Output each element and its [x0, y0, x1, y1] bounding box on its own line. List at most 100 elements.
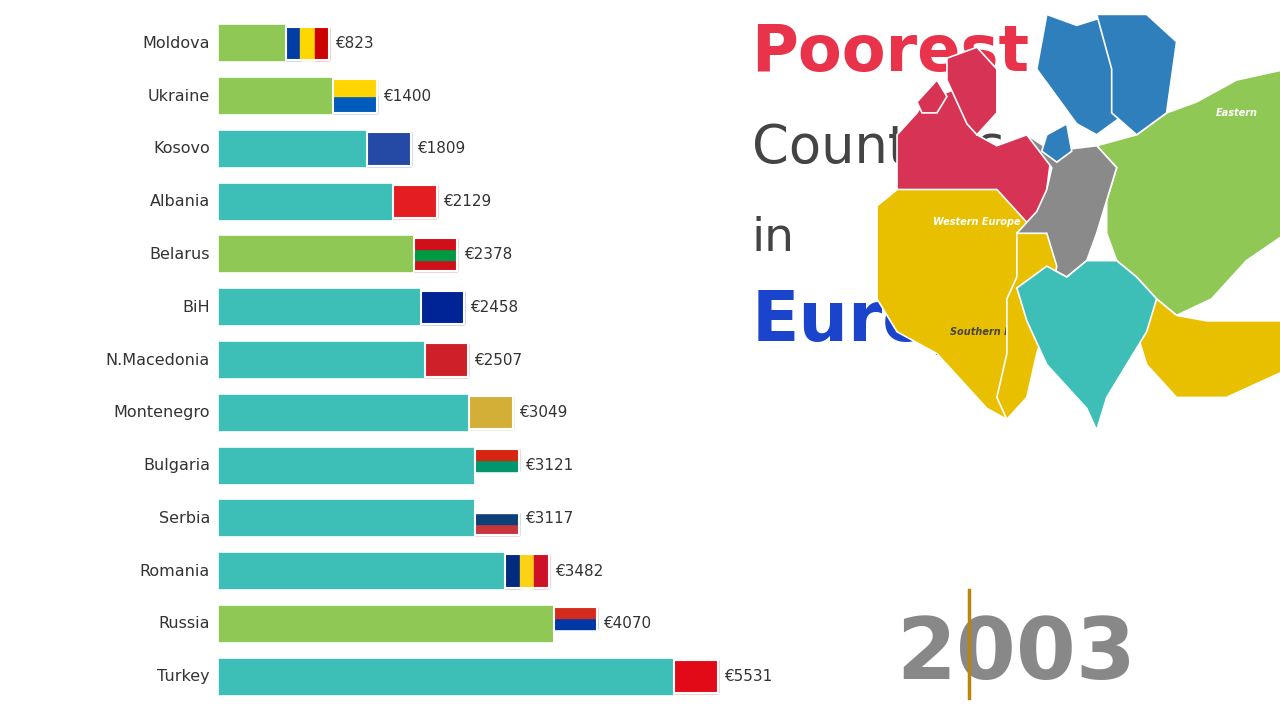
Polygon shape	[1042, 124, 1071, 162]
Bar	[475, 449, 518, 482]
Bar	[470, 396, 513, 429]
Text: Poorest: Poorest	[751, 22, 1029, 84]
Polygon shape	[1016, 135, 1116, 277]
Text: Russia: Russia	[159, 616, 210, 631]
Text: €3121: €3121	[525, 458, 573, 473]
Polygon shape	[1097, 14, 1176, 135]
Bar	[675, 660, 718, 693]
Bar	[425, 343, 468, 377]
Text: €2458: €2458	[470, 300, 518, 315]
Bar	[285, 27, 329, 60]
Bar	[300, 27, 315, 60]
Bar	[218, 288, 421, 326]
Bar	[367, 132, 411, 166]
Bar	[393, 185, 436, 218]
Text: €2378: €2378	[463, 247, 512, 262]
Text: Central
Europe: Central Europe	[1066, 179, 1107, 200]
Bar	[554, 607, 598, 641]
Text: Europe: Europe	[751, 288, 1028, 355]
Bar	[475, 471, 518, 482]
Polygon shape	[1137, 299, 1280, 397]
Bar	[218, 341, 425, 379]
Bar	[367, 132, 411, 166]
Text: Countries: Countries	[751, 122, 1005, 174]
Text: Eastern: Eastern	[1216, 108, 1257, 118]
Bar	[315, 27, 329, 60]
Bar	[506, 554, 549, 588]
Bar	[393, 185, 436, 218]
Text: Ukraine: Ukraine	[147, 89, 210, 104]
Bar	[218, 130, 367, 168]
Bar	[425, 343, 468, 377]
Bar	[218, 394, 470, 432]
Bar	[534, 554, 549, 588]
Bar	[475, 502, 518, 513]
Bar	[413, 249, 457, 260]
Text: €3482: €3482	[554, 564, 603, 579]
Bar	[333, 96, 376, 113]
Bar	[475, 513, 518, 524]
Bar	[475, 502, 518, 535]
Bar	[413, 260, 457, 271]
Bar	[218, 24, 285, 63]
Bar	[218, 499, 475, 537]
Bar	[218, 235, 413, 274]
Text: €2129: €2129	[443, 194, 492, 210]
Bar	[413, 238, 457, 271]
Text: €3049: €3049	[520, 405, 567, 420]
Bar	[475, 460, 518, 471]
Text: BiH: BiH	[182, 300, 210, 315]
Polygon shape	[997, 233, 1057, 419]
Polygon shape	[1016, 261, 1157, 431]
Text: €1400: €1400	[383, 89, 431, 104]
Text: Albania: Albania	[150, 194, 210, 210]
Polygon shape	[877, 80, 1052, 315]
Text: Romania: Romania	[140, 564, 210, 579]
Text: €4070: €4070	[603, 616, 652, 631]
Text: Serbia: Serbia	[159, 510, 210, 526]
Text: €5531: €5531	[724, 669, 772, 684]
Text: Bulgaria: Bulgaria	[143, 458, 210, 473]
Bar	[285, 27, 300, 60]
Polygon shape	[1037, 14, 1147, 135]
Text: in: in	[751, 216, 795, 261]
Bar	[218, 657, 675, 696]
Text: Turkey: Turkey	[157, 669, 210, 684]
Bar	[333, 79, 376, 113]
Bar	[554, 629, 598, 641]
Bar	[413, 238, 457, 249]
Text: Kosovo: Kosovo	[154, 141, 210, 156]
Polygon shape	[916, 80, 947, 113]
Bar	[333, 79, 376, 96]
Polygon shape	[877, 189, 1047, 419]
Text: €1809: €1809	[417, 141, 465, 156]
Text: €2507: €2507	[475, 353, 522, 367]
Bar	[421, 291, 465, 324]
Bar	[218, 605, 554, 643]
Bar	[475, 449, 518, 460]
Bar	[218, 77, 333, 115]
Bar	[218, 446, 475, 485]
Text: 2003: 2003	[896, 613, 1135, 697]
Text: Balkans: Balkans	[1092, 327, 1142, 337]
Bar	[675, 660, 718, 693]
Bar	[520, 554, 534, 588]
Text: €823: €823	[335, 36, 374, 51]
Bar	[218, 552, 506, 590]
Text: €3117: €3117	[525, 510, 573, 526]
Text: Belarus: Belarus	[150, 247, 210, 262]
Bar	[421, 291, 465, 324]
Bar	[470, 396, 513, 429]
Polygon shape	[1097, 69, 1280, 315]
Text: Western Europe: Western Europe	[933, 217, 1020, 228]
Bar	[554, 607, 598, 618]
Bar	[475, 524, 518, 535]
Text: Montenegro: Montenegro	[114, 405, 210, 420]
Polygon shape	[947, 48, 997, 135]
Bar	[554, 618, 598, 629]
Text: N.Macedonia: N.Macedonia	[106, 353, 210, 367]
Bar	[218, 183, 393, 221]
Text: Southern Europe: Southern Europe	[951, 327, 1043, 337]
Text: Moldova: Moldova	[142, 36, 210, 51]
Bar	[506, 554, 520, 588]
